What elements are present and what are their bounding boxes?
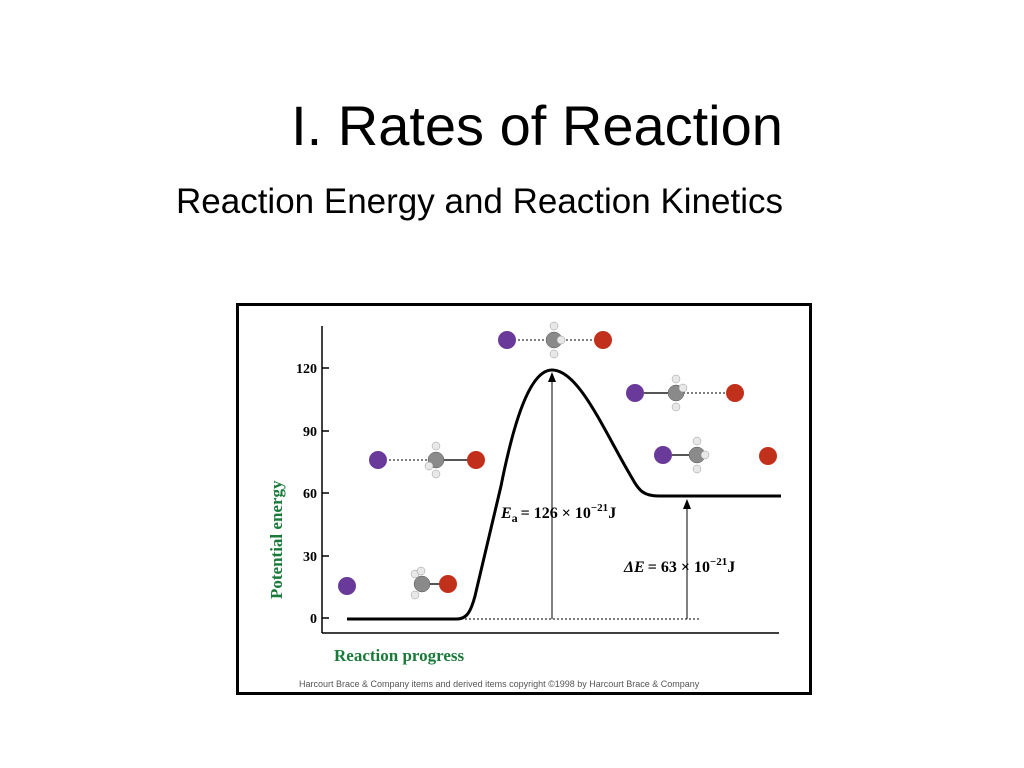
y-tick-label: 0 [310,612,317,627]
activation-energy-label: Ea = 126 × 10−21J [500,502,616,525]
y-tick-label: 30 [303,550,317,565]
y-axis-label: Potential energy [267,480,286,599]
x-axis-label: Reaction progress [334,646,465,665]
molecule-products [654,436,777,474]
activation-energy-arrowhead [548,372,556,382]
copyright-notice: Harcourt Brace & Company items and deriv… [299,679,700,689]
molecule-departure [626,374,744,412]
y-tick-label: 60 [303,487,317,502]
energy-diagram-figure: 120 90 60 30 0 Potential energy Reaction… [236,303,812,695]
y-tick-label: 120 [296,362,317,377]
y-tick-label: 90 [303,425,317,440]
slide-title: I. Rates of Reaction [291,94,783,157]
molecule-approach [369,441,485,479]
slide-subtitle: Reaction Energy and Reaction Kinetics [176,182,784,221]
energy-curve [347,368,781,621]
molecule-transition-state [498,321,612,359]
energy-change-label: ΔE = 63 × 10−21J [623,556,735,576]
molecule-reactants [338,566,457,600]
energy-diagram-svg: 120 90 60 30 0 Potential energy Reaction… [267,321,781,689]
energy-change-arrowhead [683,499,691,509]
y-axis-ticks [322,367,329,619]
